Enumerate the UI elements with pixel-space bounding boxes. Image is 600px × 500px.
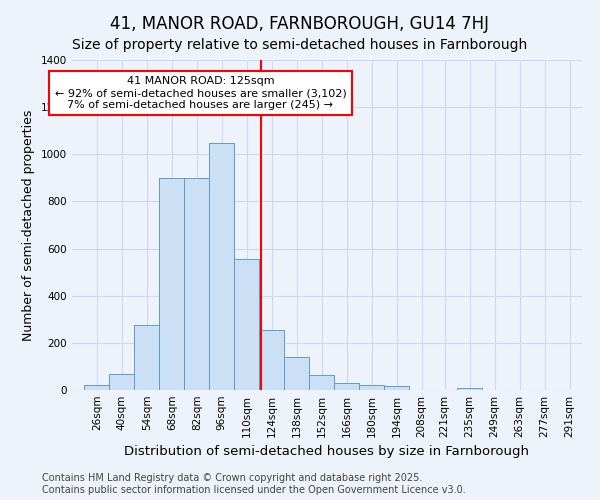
Bar	[309, 374, 334, 390]
Bar	[85, 386, 109, 390]
Text: 41 MANOR ROAD: 125sqm
← 92% of semi-detached houses are smaller (3,102)
7% of se: 41 MANOR ROAD: 125sqm ← 92% of semi-deta…	[55, 76, 346, 110]
Bar	[109, 374, 134, 390]
Bar	[259, 330, 284, 390]
Bar	[334, 383, 359, 390]
Bar	[384, 386, 409, 390]
Text: 41, MANOR ROAD, FARNBOROUGH, GU14 7HJ: 41, MANOR ROAD, FARNBOROUGH, GU14 7HJ	[110, 15, 490, 33]
Bar	[457, 388, 482, 390]
X-axis label: Distribution of semi-detached houses by size in Farnborough: Distribution of semi-detached houses by …	[125, 446, 530, 458]
Text: Contains HM Land Registry data © Crown copyright and database right 2025.
Contai: Contains HM Land Registry data © Crown c…	[42, 474, 466, 495]
Text: Size of property relative to semi-detached houses in Farnborough: Size of property relative to semi-detach…	[73, 38, 527, 52]
Y-axis label: Number of semi-detached properties: Number of semi-detached properties	[22, 110, 35, 340]
Bar	[234, 259, 259, 390]
Bar	[284, 357, 309, 390]
Bar	[359, 386, 384, 390]
Bar	[184, 178, 209, 390]
Bar	[134, 325, 160, 390]
Bar	[160, 178, 184, 390]
Bar	[209, 142, 234, 390]
